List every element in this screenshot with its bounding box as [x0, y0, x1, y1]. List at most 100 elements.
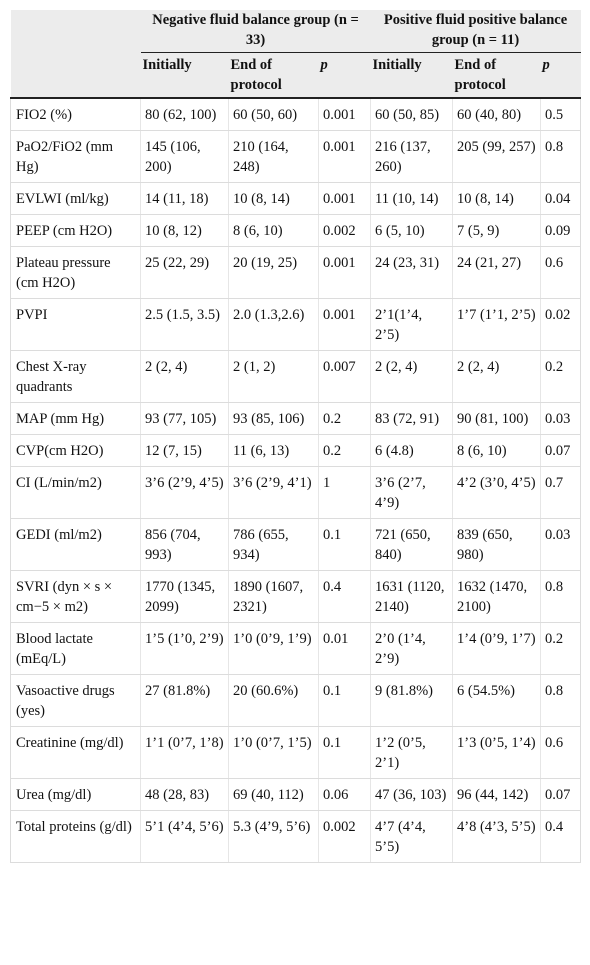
neg-initially-cell: 48 (28, 83) — [140, 778, 229, 811]
neg-end-cell: 5.3 (4’9, 5’6) — [228, 810, 319, 863]
pos-end-cell: 90 (81, 100) — [452, 402, 541, 435]
table-row: PaO2/FiO2 (mm Hg) 145 (106, 200) 210 (164,… — [10, 130, 582, 183]
pos-p-cell: 0.8 — [540, 130, 582, 183]
table-row: EVLWI (ml/kg) 14 (11, 18) 10 (8, 14) 0.001 1… — [10, 182, 582, 215]
row-label: Plateau pressure (cm H2O) — [10, 246, 141, 299]
neg-initially-cell: 2 (2, 4) — [140, 350, 229, 403]
pos-initially-cell: 9 (81.8%) — [370, 674, 453, 727]
neg-initially-cell: 145 (106, 200) — [140, 130, 229, 183]
pos-initially-cell: 47 (36, 103) — [370, 778, 453, 811]
row-label: PaO2/FiO2 (mm Hg) — [10, 130, 141, 183]
neg-end-cell: 11 (6, 13) — [228, 434, 319, 467]
neg-p-cell: 0.002 — [317, 810, 371, 863]
pos-initially-cell: 83 (72, 91) — [370, 402, 453, 435]
table-row: Total proteins (g/dl) 5’1 (4’4, 5’6) 5.3 (… — [10, 810, 582, 863]
neg-end-cell: 20 (19, 25) — [228, 246, 319, 299]
pos-initially-cell: 1631 (1120, 2140) — [370, 570, 453, 623]
table-row: Creatinine (mg/dl) 1’1 (0’7, 1’8) 1’0 (0’7… — [10, 726, 582, 779]
neg-end-cell: 2.0 (1.3,2.6) — [228, 298, 319, 351]
neg-initially-cell: 856 (704, 993) — [140, 518, 229, 571]
neg-initially-cell: 14 (11, 18) — [140, 182, 229, 215]
neg-initially-cell: 25 (22, 29) — [140, 246, 229, 299]
pos-end-cell: 1’7 (1’1, 2’5) — [452, 298, 541, 351]
pos-initially-cell: 2’0 (1’4, 2’9) — [370, 622, 453, 675]
pos-initially-cell: 60 (50, 85) — [370, 98, 453, 131]
table-row: MAP (mm Hg) 93 (77, 105) 93 (85, 106) 0.2 83… — [10, 402, 582, 435]
table-row: PVPI 2.5 (1.5, 3.5) 2.0 (1.3,2.6) 0.001 2’1(… — [10, 298, 582, 351]
pos-p-cell: 0.7 — [540, 466, 582, 519]
neg-initially-cell: 5’1 (4’4, 5’6) — [140, 810, 229, 863]
table-row: FIO2 (%) 80 (62, 100) 60 (50, 60) 0.001 60 (… — [10, 98, 582, 131]
neg-initially-cell: 1’5 (1’0, 2’9) — [140, 622, 229, 675]
pos-initially-cell: 6 (4.8) — [370, 434, 453, 467]
pos-p-cell: 0.2 — [540, 350, 582, 403]
row-label: MAP (mm Hg) — [10, 402, 141, 435]
row-label: SVRI (dyn × s × cm−5 × m2) — [10, 570, 141, 623]
table-row: CI (L/min/m2) 3’6 (2’9, 4’5) 3’6 (2’9, 4’1… — [10, 466, 582, 519]
neg-end-cell: 2 (1, 2) — [228, 350, 319, 403]
neg-end-cell: 3’6 (2’9, 4’1) — [228, 466, 319, 519]
neg-initially-cell: 1770 (1345, 2099) — [140, 570, 229, 623]
neg-initially-cell: 80 (62, 100) — [140, 98, 229, 131]
pos-end-cell: 96 (44, 142) — [452, 778, 541, 811]
table-row: PEEP (cm H2O) 10 (8, 12) 8 (6, 10) 0.002 6 (… — [10, 214, 582, 247]
neg-p-cell: 0.06 — [317, 778, 371, 811]
row-label: PEEP (cm H2O) — [10, 214, 141, 247]
row-label: GEDI (ml/m2) — [10, 518, 141, 571]
table-row: Chest X-ray quadrants 2 (2, 4) 2 (1, 2) 0.0… — [10, 350, 582, 403]
pos-end-cell: 1632 (1470, 2100) — [452, 570, 541, 623]
pos-p-cell: 0.09 — [540, 214, 582, 247]
pos-p-cell: 0.8 — [540, 570, 582, 623]
pos-end-cell: 1’3 (0’5, 1’4) — [452, 726, 541, 779]
pos-initially-cell: 2 (2, 4) — [370, 350, 453, 403]
pos-p-cell: 0.02 — [540, 298, 582, 351]
neg-end-cell: 69 (40, 112) — [228, 778, 319, 811]
pos-p-cell: 0.5 — [540, 98, 582, 131]
neg-end-cell: 8 (6, 10) — [228, 214, 319, 247]
neg-p-cell: 0.001 — [317, 246, 371, 299]
row-label: CI (L/min/m2) — [10, 466, 141, 519]
neg-end-cell: 60 (50, 60) — [228, 98, 319, 131]
row-label: CVP(cm H2O) — [10, 434, 141, 467]
row-label: FIO2 (%) — [10, 98, 141, 131]
table-body: FIO2 (%) 80 (62, 100) 60 (50, 60) 0.001 60 (… — [10, 98, 582, 863]
pos-p-cell: 0.03 — [540, 518, 582, 571]
neg-p-cell: 0.002 — [317, 214, 371, 247]
pos-initially-cell: 216 (137, 260) — [370, 130, 453, 183]
pos-initially-cell: 11 (10, 14) — [370, 182, 453, 215]
pos-initially-cell: 4’7 (4’4, 5’5) — [370, 810, 453, 863]
table-row: CVP(cm H2O) 12 (7, 15) 11 (6, 13) 0.2 6 (4.8… — [10, 434, 582, 467]
pos-p-cell: 0.03 — [540, 402, 582, 435]
pos-end-cell: 839 (650, 980) — [452, 518, 541, 571]
neg-initially-cell: 93 (77, 105) — [140, 402, 229, 435]
pos-end-header: End of protocol — [452, 52, 541, 99]
neg-p-cell: 0.2 — [317, 434, 371, 467]
neg-p-cell: 0.001 — [317, 298, 371, 351]
neg-end-cell: 10 (8, 14) — [228, 182, 319, 215]
pos-p-cell: 0.6 — [540, 726, 582, 779]
neg-end-cell: 210 (164, 248) — [228, 130, 319, 183]
pos-initially-cell: 1’2 (0’5, 2’1) — [370, 726, 453, 779]
pos-p-cell: 0.07 — [540, 434, 582, 467]
neg-p-cell: 0.1 — [317, 674, 371, 727]
pos-initially-cell: 2’1(1’4, 2’5) — [370, 298, 453, 351]
pos-p-cell: 0.6 — [540, 246, 582, 299]
group-positive-header: Positive fluid positive balance group (n… — [370, 10, 581, 53]
table-row: Vasoactive drugs (yes) 27 (81.8%) 20 (60.6… — [10, 674, 582, 727]
pos-end-cell: 8 (6, 10) — [452, 434, 541, 467]
neg-initially-cell: 27 (81.8%) — [140, 674, 229, 727]
pos-initially-cell: 721 (650, 840) — [370, 518, 453, 571]
comparison-table: Negative fluid balance group (n = 33) Po… — [10, 10, 582, 863]
pos-p-cell: 0.4 — [540, 810, 582, 863]
neg-p-cell: 0.4 — [317, 570, 371, 623]
row-label: Vasoactive drugs (yes) — [10, 674, 141, 727]
neg-p-cell: 0.1 — [317, 726, 371, 779]
pos-p-cell: 0.07 — [540, 778, 582, 811]
neg-end-cell: 786 (655, 934) — [228, 518, 319, 571]
row-label: Urea (mg/dl) — [10, 778, 141, 811]
pos-initially-header: Initially — [370, 52, 453, 99]
neg-initially-cell: 12 (7, 15) — [140, 434, 229, 467]
pos-end-cell: 1’4 (0’9, 1’7) — [452, 622, 541, 675]
neg-p-header: p — [318, 52, 371, 99]
table-row: GEDI (ml/m2) 856 (704, 993) 786 (655, 934)… — [10, 518, 582, 571]
